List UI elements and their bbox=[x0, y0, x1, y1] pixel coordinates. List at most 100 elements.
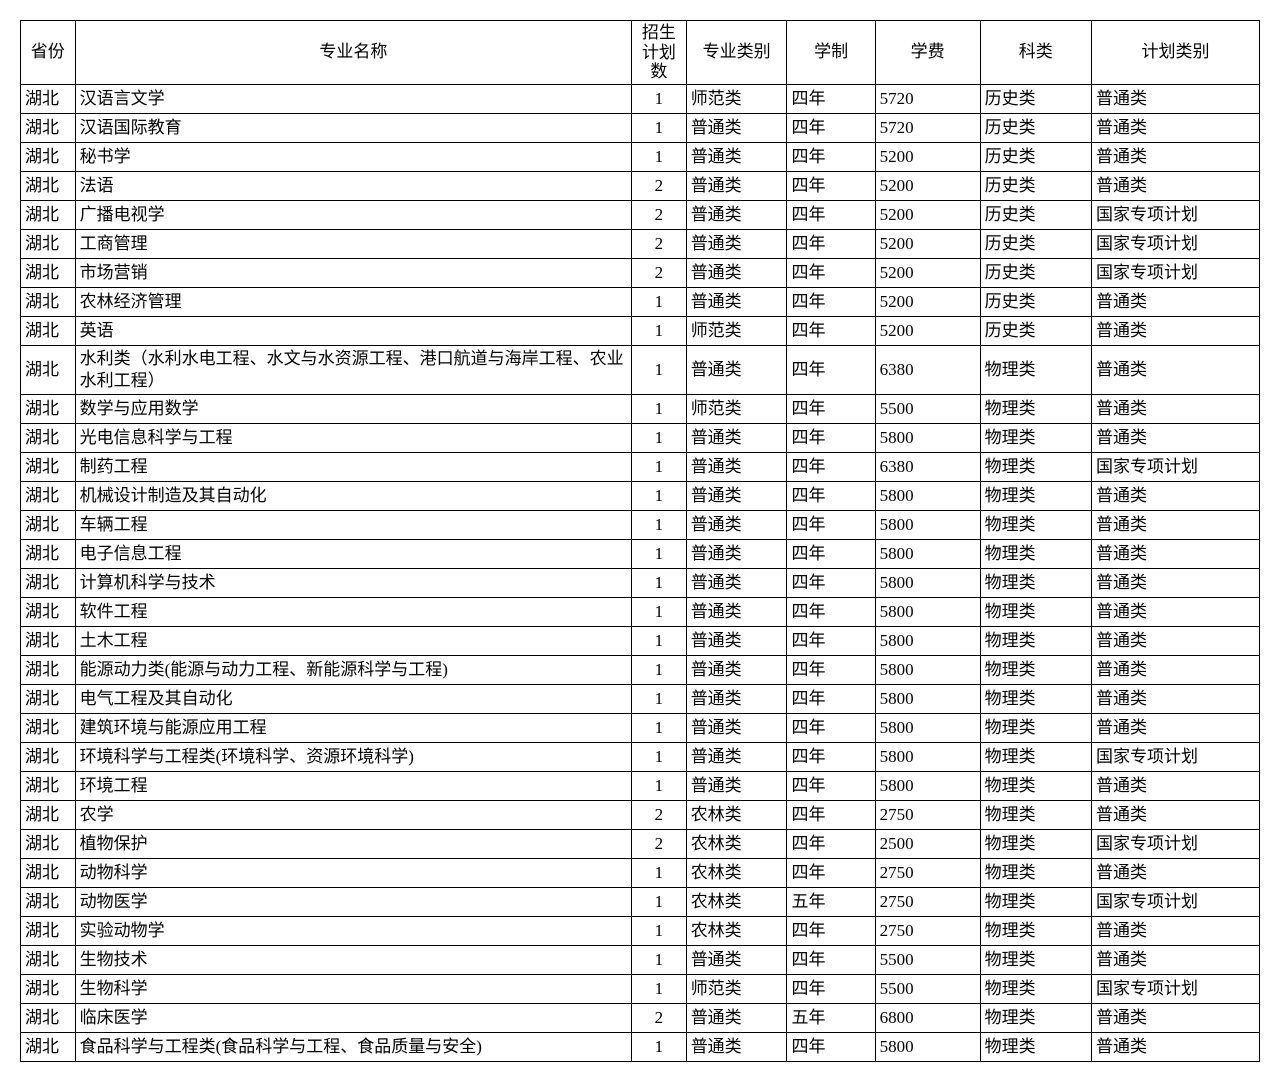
table-cell: 物理类 bbox=[980, 974, 1091, 1003]
table-row: 湖北电气工程及其自动化1普通类四年5800物理类普通类 bbox=[21, 684, 1260, 713]
table-cell: 能源动力类(能源与动力工程、新能源科学与工程) bbox=[75, 655, 632, 684]
table-row: 湖北工商管理2普通类四年5200历史类国家专项计划 bbox=[21, 229, 1260, 258]
table-cell: 物理类 bbox=[980, 858, 1091, 887]
table-cell: 环境科学与工程类(环境科学、资源环境科学) bbox=[75, 742, 632, 771]
table-row: 湖北生物技术1普通类四年5500物理类普通类 bbox=[21, 945, 1260, 974]
table-cell: 四年 bbox=[787, 800, 875, 829]
table-row: 湖北法语2普通类四年5200历史类普通类 bbox=[21, 171, 1260, 200]
table-cell: 1 bbox=[632, 539, 687, 568]
table-cell: 湖北 bbox=[21, 626, 76, 655]
table-row: 湖北汉语国际教育1普通类四年5720历史类普通类 bbox=[21, 113, 1260, 142]
table-cell: 普通类 bbox=[686, 626, 787, 655]
table-cell: 2750 bbox=[875, 887, 980, 916]
table-cell: 普通类 bbox=[1091, 597, 1259, 626]
table-cell: 2 bbox=[632, 829, 687, 858]
table-cell: 四年 bbox=[787, 713, 875, 742]
table-cell: 湖北 bbox=[21, 229, 76, 258]
table-cell: 普通类 bbox=[686, 568, 787, 597]
table-cell: 湖北 bbox=[21, 394, 76, 423]
table-cell: 湖北 bbox=[21, 171, 76, 200]
table-cell: 湖北 bbox=[21, 568, 76, 597]
table-cell: 1 bbox=[632, 974, 687, 1003]
table-cell: 农学 bbox=[75, 800, 632, 829]
table-cell: 四年 bbox=[787, 974, 875, 1003]
table-cell: 物理类 bbox=[980, 916, 1091, 945]
table-cell: 环境工程 bbox=[75, 771, 632, 800]
table-cell: 四年 bbox=[787, 684, 875, 713]
table-row: 湖北软件工程1普通类四年5800物理类普通类 bbox=[21, 597, 1260, 626]
table-cell: 湖北 bbox=[21, 287, 76, 316]
table-cell: 普通类 bbox=[1091, 800, 1259, 829]
table-row: 湖北生物科学1师范类四年5500物理类国家专项计划 bbox=[21, 974, 1260, 1003]
table-cell: 水利类（水利水电工程、水文与水资源工程、港口航道与海岸工程、农业水利工程） bbox=[75, 345, 632, 394]
table-cell: 1 bbox=[632, 510, 687, 539]
table-cell: 普通类 bbox=[1091, 423, 1259, 452]
table-cell: 5720 bbox=[875, 113, 980, 142]
column-header: 计划类别 bbox=[1091, 21, 1259, 85]
table-cell: 四年 bbox=[787, 626, 875, 655]
table-cell: 湖北 bbox=[21, 200, 76, 229]
table-cell: 师范类 bbox=[686, 84, 787, 113]
table-cell: 普通类 bbox=[1091, 171, 1259, 200]
table-cell: 四年 bbox=[787, 1032, 875, 1061]
table-cell: 物理类 bbox=[980, 887, 1091, 916]
table-cell: 5800 bbox=[875, 626, 980, 655]
table-cell: 湖北 bbox=[21, 742, 76, 771]
table-cell: 物理类 bbox=[980, 568, 1091, 597]
table-cell: 历史类 bbox=[980, 113, 1091, 142]
table-cell: 1 bbox=[632, 394, 687, 423]
table-cell: 1 bbox=[632, 713, 687, 742]
table-cell: 历史类 bbox=[980, 316, 1091, 345]
table-cell: 2 bbox=[632, 800, 687, 829]
table-cell: 普通类 bbox=[1091, 394, 1259, 423]
table-cell: 湖北 bbox=[21, 423, 76, 452]
table-cell: 五年 bbox=[787, 887, 875, 916]
table-cell: 1 bbox=[632, 84, 687, 113]
table-cell: 电子信息工程 bbox=[75, 539, 632, 568]
table-cell: 计算机科学与技术 bbox=[75, 568, 632, 597]
table-cell: 历史类 bbox=[980, 200, 1091, 229]
table-cell: 四年 bbox=[787, 287, 875, 316]
table-cell: 1 bbox=[632, 858, 687, 887]
table-cell: 5200 bbox=[875, 142, 980, 171]
table-cell: 普通类 bbox=[686, 452, 787, 481]
table-cell: 国家专项计划 bbox=[1091, 887, 1259, 916]
table-cell: 湖北 bbox=[21, 113, 76, 142]
table-cell: 湖北 bbox=[21, 713, 76, 742]
table-cell: 普通类 bbox=[1091, 481, 1259, 510]
table-cell: 四年 bbox=[787, 858, 875, 887]
table-cell: 普通类 bbox=[686, 287, 787, 316]
table-cell: 普通类 bbox=[1091, 945, 1259, 974]
table-cell: 汉语国际教育 bbox=[75, 113, 632, 142]
table-cell: 国家专项计划 bbox=[1091, 200, 1259, 229]
table-cell: 普通类 bbox=[1091, 84, 1259, 113]
table-cell: 普通类 bbox=[686, 1032, 787, 1061]
table-cell: 湖北 bbox=[21, 258, 76, 287]
table-cell: 历史类 bbox=[980, 229, 1091, 258]
table-cell: 广播电视学 bbox=[75, 200, 632, 229]
table-cell: 1 bbox=[632, 626, 687, 655]
table-cell: 普通类 bbox=[686, 229, 787, 258]
table-cell: 湖北 bbox=[21, 481, 76, 510]
table-row: 湖北食品科学与工程类(食品科学与工程、食品质量与安全)1普通类四年5800物理类… bbox=[21, 1032, 1260, 1061]
table-cell: 四年 bbox=[787, 568, 875, 597]
table-cell: 普通类 bbox=[686, 200, 787, 229]
table-cell: 农林经济管理 bbox=[75, 287, 632, 316]
table-row: 湖北农学2农林类四年2750物理类普通类 bbox=[21, 800, 1260, 829]
table-cell: 四年 bbox=[787, 84, 875, 113]
table-cell: 实验动物学 bbox=[75, 916, 632, 945]
table-cell: 湖北 bbox=[21, 316, 76, 345]
table-cell: 物理类 bbox=[980, 626, 1091, 655]
table-cell: 2750 bbox=[875, 916, 980, 945]
table-cell: 四年 bbox=[787, 316, 875, 345]
table-cell: 建筑环境与能源应用工程 bbox=[75, 713, 632, 742]
table-cell: 物理类 bbox=[980, 713, 1091, 742]
table-cell: 物理类 bbox=[980, 345, 1091, 394]
table-cell: 国家专项计划 bbox=[1091, 258, 1259, 287]
table-cell: 物理类 bbox=[980, 452, 1091, 481]
table-cell: 国家专项计划 bbox=[1091, 974, 1259, 1003]
table-cell: 四年 bbox=[787, 229, 875, 258]
table-row: 湖北实验动物学1农林类四年2750物理类普通类 bbox=[21, 916, 1260, 945]
table-cell: 物理类 bbox=[980, 742, 1091, 771]
table-row: 湖北动物科学1农林类四年2750物理类普通类 bbox=[21, 858, 1260, 887]
